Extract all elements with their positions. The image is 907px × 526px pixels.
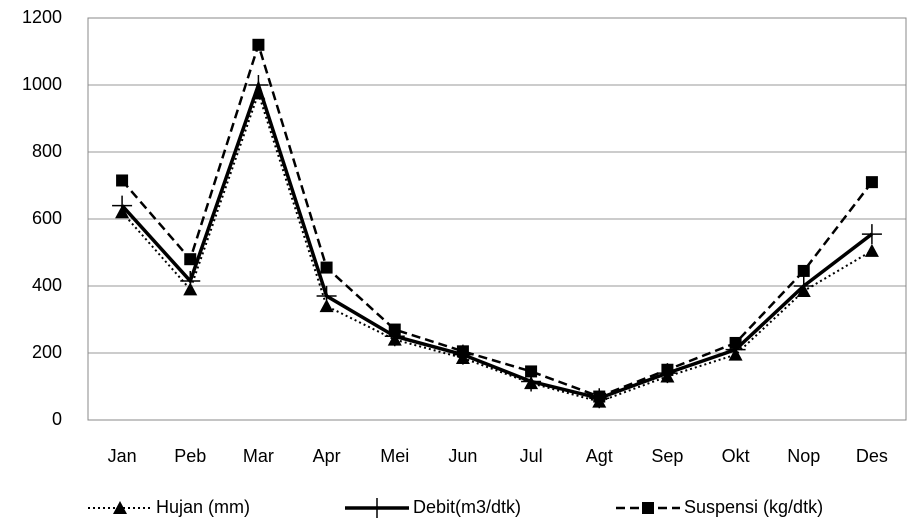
legend-label: Debit(m3/dtk) [413, 497, 521, 517]
data-point [388, 323, 401, 336]
data-point [112, 195, 133, 216]
data-point [797, 264, 810, 277]
x-tick-label: Des [856, 446, 888, 466]
x-tick-label: Okt [722, 446, 750, 466]
x-tick-label: Agt [586, 446, 613, 466]
y-tick-label: 600 [32, 208, 62, 228]
data-point [316, 286, 337, 307]
x-tick-label: Jul [520, 446, 543, 466]
y-tick-label: 1200 [22, 7, 62, 27]
x-tick-label: Mei [380, 446, 409, 466]
data-point [864, 243, 879, 257]
data-point [252, 38, 265, 51]
x-tick-label: Mar [243, 446, 274, 466]
x-tick-label: Peb [174, 446, 206, 466]
series-line [121, 40, 873, 398]
data-point [793, 276, 814, 296]
y-tick-label: 200 [32, 342, 62, 362]
data-point [861, 224, 882, 245]
y-tick-label: 400 [32, 275, 62, 295]
data-point [180, 270, 201, 291]
y-tick-label: 1000 [22, 74, 62, 94]
x-tick-label: Sep [651, 446, 683, 466]
data-point [729, 336, 742, 349]
data-point [248, 75, 269, 95]
x-tick-label: Apr [313, 446, 341, 466]
y-tick-label: 0 [52, 409, 62, 429]
x-tick-label: Jan [108, 446, 137, 466]
legend-marker [367, 498, 387, 518]
x-tick-label: Nop [787, 446, 820, 466]
legend-marker [113, 501, 127, 514]
series-line [120, 79, 873, 401]
series-line [121, 90, 873, 403]
legend-marker [642, 502, 654, 514]
legend-label: Hujan (mm) [156, 497, 250, 517]
data-point [593, 390, 606, 403]
y-tick-label: 800 [32, 141, 62, 161]
x-tick-label: Jun [448, 446, 477, 466]
data-point [865, 176, 878, 189]
data-point [184, 253, 197, 266]
data-point [525, 365, 538, 378]
data-point [456, 345, 469, 358]
data-point [661, 363, 674, 376]
data-point [320, 261, 333, 274]
plot-border [87, 17, 907, 421]
legend-label: Suspensi (kg/dtk) [684, 497, 823, 517]
data-point [116, 174, 129, 187]
